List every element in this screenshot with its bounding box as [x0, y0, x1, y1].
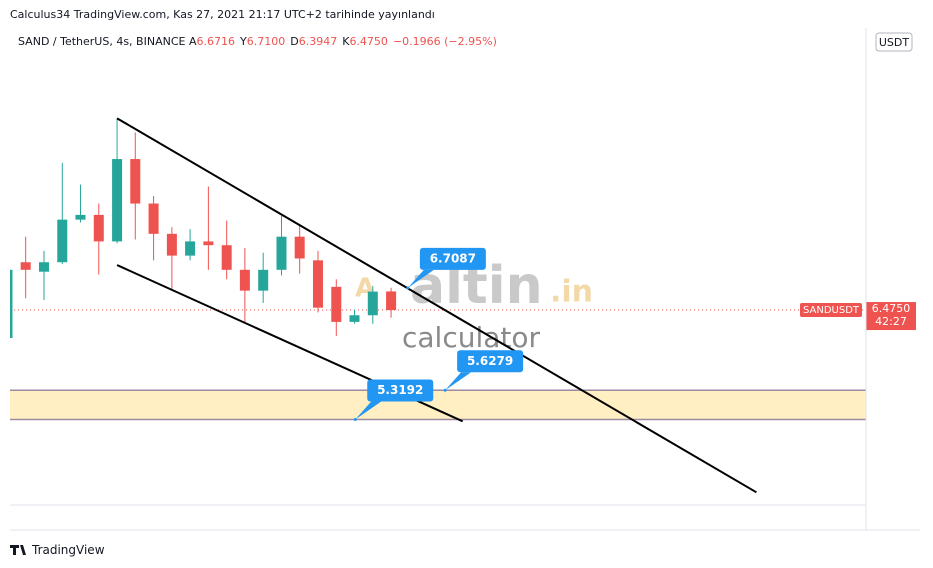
candle-body [20, 262, 31, 270]
symbol-tag-label: SANDUSDT [803, 305, 860, 316]
candle-body [312, 260, 323, 308]
callout-pointer [407, 269, 434, 288]
price-tag [866, 302, 916, 331]
callout-anchor [406, 286, 410, 290]
candle-body [148, 203, 159, 234]
candle-body [203, 241, 214, 246]
candle-body [75, 214, 86, 220]
callout-label: 6.7087 [430, 251, 476, 265]
change: −0.1966 (−2.95%) [392, 35, 497, 48]
brand-logo [10, 545, 26, 555]
legend-value: 6.4750 [349, 35, 388, 48]
callout-box [367, 379, 434, 402]
legend-key: Y [240, 35, 247, 48]
callout-pointer [445, 372, 472, 391]
header: Calculus34 TradingView.com, Kas 27, 2021… [10, 8, 435, 21]
currency-button[interactable] [875, 32, 913, 52]
candle-body [349, 315, 360, 322]
candle-body [38, 262, 49, 272]
candle-body [386, 291, 397, 311]
trendline [116, 117, 757, 494]
symbol: SAND / TetherUS, 4s, BINANCE [18, 35, 186, 48]
candle-body [57, 219, 68, 263]
candle-body [294, 236, 305, 259]
candle-body [166, 233, 177, 256]
candle-body [221, 245, 232, 270]
legend-key: D [290, 35, 299, 48]
symbol-tag [800, 303, 862, 318]
callout-anchor [443, 388, 447, 392]
legend-value: 6.7100 [246, 35, 286, 48]
currency[interactable]: USDT [879, 36, 910, 49]
callout-pointer [355, 401, 382, 420]
price-tag-label: 6.4750 [872, 302, 911, 315]
callout-box [457, 350, 524, 373]
callout-anchor [353, 417, 357, 421]
callout-label: 5.3192 [377, 383, 423, 397]
candle-body [185, 241, 196, 256]
candle-body [258, 269, 269, 291]
legend-key: A [188, 35, 197, 48]
candle-body [93, 214, 104, 242]
brand: TradingView [32, 543, 105, 557]
candle-body [10, 269, 13, 338]
candle-body [112, 159, 123, 242]
legend-value: 6.3947 [298, 35, 338, 48]
watermark-text: .in [550, 275, 593, 310]
candle-body [276, 236, 287, 270]
callout-label: 5.6279 [467, 354, 513, 368]
candle-body [331, 286, 342, 322]
legend-key: K [342, 35, 350, 48]
legend: SAND / TetherUS, 4s, BINANCE A6.6716 Y6.7… [18, 35, 497, 48]
candle-body [130, 159, 141, 204]
candle-body [239, 269, 250, 291]
legend-value: 6.6716 [196, 35, 236, 48]
callout-box [419, 247, 486, 270]
zone [10, 390, 866, 420]
candle-body [367, 291, 378, 316]
countdown: 42:27 [875, 315, 907, 328]
